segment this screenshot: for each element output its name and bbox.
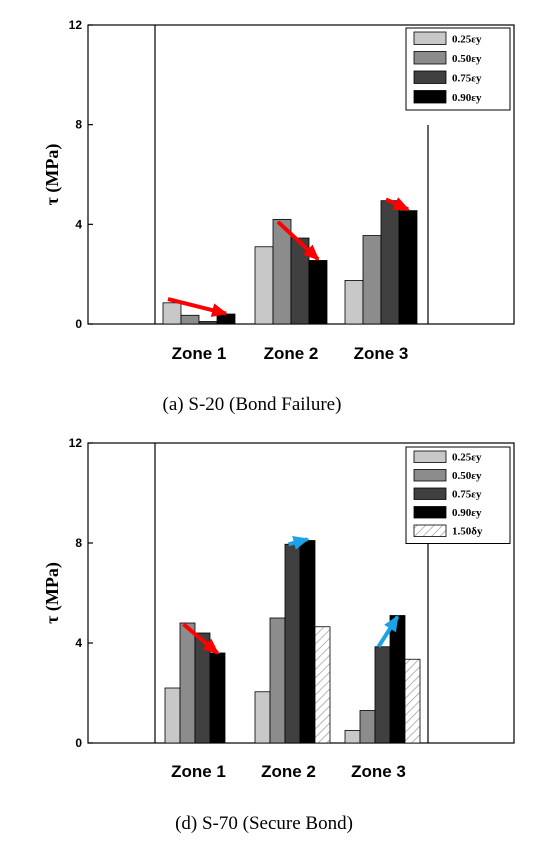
bar-1-1 (164, 687, 181, 744)
legend-label: 0.75εy (452, 73, 482, 85)
category-label: Zone 3 (354, 344, 409, 363)
y-axis-label: τ (MPa) (42, 562, 63, 624)
legend-label: 0.90εy (452, 92, 482, 104)
bar-3-4 (389, 615, 406, 744)
bar-2-2 (272, 218, 292, 325)
chart-panel-1: 0 4 8 12 τ (MPa) Zone 1 Zone 2 Zone 3 0.25εy 0.50… (42, 18, 515, 415)
legend-swatch (413, 506, 447, 519)
chart-panel-2: 0 4 8 12 τ (MPa) Zone 1 Zone 2 Zone 3 0.25εy 0.50… (42, 436, 515, 834)
bar-3-1 (344, 279, 364, 325)
legend-swatch (413, 450, 447, 463)
legend-label: 1.50δy (452, 526, 483, 538)
y-tick-label: 4 (75, 636, 82, 650)
bar-1-3 (194, 632, 211, 744)
bar-2-1 (254, 246, 274, 325)
bar-3-3 (380, 200, 400, 325)
category-label: Zone 2 (264, 344, 319, 363)
bar-1-4 (209, 652, 226, 744)
y-tick-label: 8 (75, 536, 82, 550)
trend-arrow (182, 622, 220, 655)
bar-2-3 (284, 543, 301, 744)
chart-caption: (a) S-20 (Bond Failure) (163, 394, 342, 415)
legend-swatch (413, 90, 447, 104)
legend-swatch (413, 524, 447, 537)
legend-label: 0.75εy (452, 489, 482, 501)
y-tick-label: 12 (69, 18, 83, 32)
category-label: Zone 1 (171, 762, 226, 781)
bar-3-2 (362, 235, 382, 325)
bar-2-2 (269, 617, 286, 744)
trend-arrow (276, 220, 320, 261)
legend-swatch (413, 31, 447, 45)
trend-arrow (287, 536, 310, 550)
bar-1-2 (179, 622, 196, 744)
bar-3-1 (344, 730, 361, 744)
bar-1-2 (180, 314, 200, 325)
y-tick-label: 8 (75, 118, 82, 132)
trend-arrow (376, 615, 400, 648)
y-tick-label: 4 (75, 217, 82, 231)
y-axis-label: τ (MPa) (42, 144, 63, 206)
chart-caption: (d) S-70 (Secure Bond) (175, 813, 353, 834)
bar-3-4 (398, 210, 418, 325)
bar-1-4 (216, 313, 236, 325)
bar-3-3 (374, 646, 391, 744)
trend-arrow (385, 197, 410, 212)
trend-arrow (167, 297, 228, 317)
bar-1-1 (162, 302, 182, 325)
legend-label: 0.25εy (452, 34, 482, 46)
category-label: Zone 3 (351, 762, 406, 781)
bar-3-2 (359, 710, 376, 744)
y-tick-label: 12 (69, 436, 83, 450)
bar-2-5 (314, 626, 331, 744)
legend-label: 0.25εy (452, 452, 482, 464)
legend-label: 0.50εy (452, 53, 482, 65)
bar-2-4 (299, 540, 316, 744)
y-tick-label: 0 (75, 317, 82, 331)
legend-label: 0.90εy (452, 507, 482, 519)
category-label: Zone 2 (261, 762, 316, 781)
y-tick-label: 0 (75, 736, 82, 750)
bar-2-4 (308, 260, 328, 325)
legend-swatch (413, 487, 447, 500)
bar-3-5 (404, 658, 421, 744)
legend-swatch (413, 469, 447, 482)
category-label: Zone 1 (172, 344, 227, 363)
legend-swatch (413, 51, 447, 65)
bar-1-3 (198, 321, 218, 325)
bar-2-1 (254, 691, 271, 744)
legend-label: 0.50εy (452, 470, 482, 482)
legend-swatch (413, 70, 447, 84)
